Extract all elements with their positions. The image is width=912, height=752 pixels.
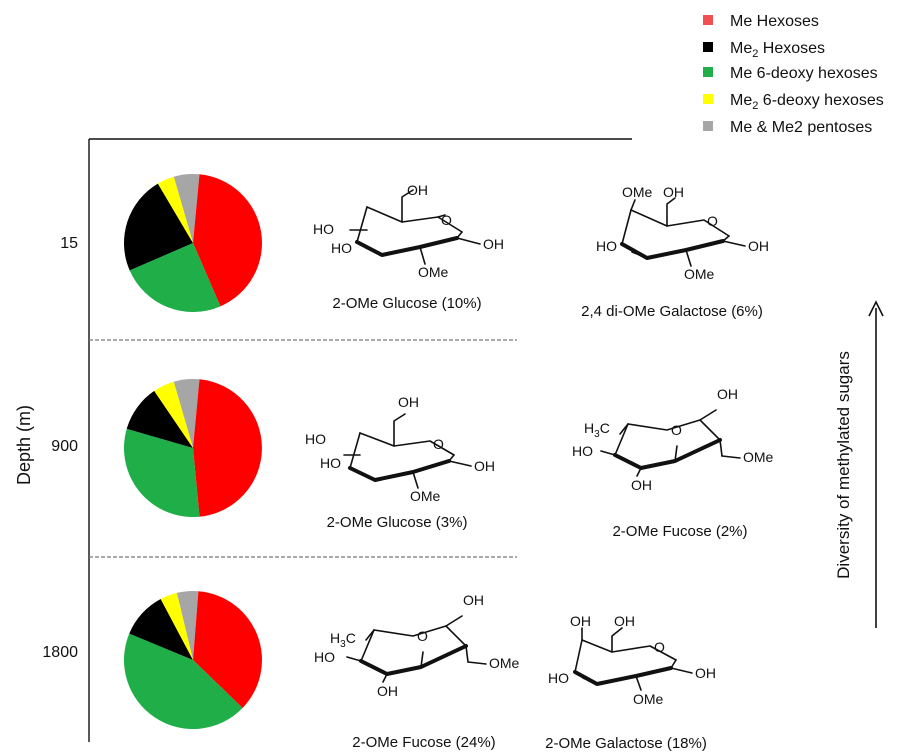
- atom-ring-o: O: [707, 213, 718, 229]
- pie-slice-me-hexoses: [193, 379, 262, 517]
- atom-ring-o: O: [441, 212, 452, 228]
- pie-slice-me2-hexoses: [129, 599, 193, 660]
- atom-oh-bottom: OH: [631, 477, 652, 493]
- atom-oh-right: OH: [483, 236, 504, 252]
- atom-oh-top: OH: [717, 386, 738, 402]
- atom-ho-1: HO: [305, 431, 326, 447]
- legend-swatch-pentoses: [703, 121, 713, 131]
- atom-ho-2: HO: [331, 240, 352, 256]
- atom-ome: OMe: [743, 449, 774, 465]
- legend-label-me-hexoses: Me Hexoses: [730, 13, 819, 30]
- atom-oh-right: OH: [474, 458, 495, 474]
- atom-ho: HO: [548, 670, 569, 686]
- structure-fucose-1800m: OH H3C O HO OH OMe 2-OMe Fucose (24%): [314, 592, 520, 751]
- caption-2-ome-fucose-24: 2-OMe Fucose (24%): [352, 734, 495, 751]
- caption-2-ome-galactose-18: 2-OMe Galactose (18%): [545, 735, 707, 752]
- legend-swatch-me-hexoses: [703, 15, 713, 25]
- pie-slice-me-6-deoxy-hexoses: [129, 243, 221, 313]
- atom-oh-top-1: OH: [570, 613, 591, 629]
- pie-slice-me-6-deoxy-hexoses: [123, 633, 243, 730]
- diversity-label: Diversity of methylated sugars: [834, 351, 853, 579]
- atom-ring-o: O: [433, 436, 444, 452]
- atom-oh-right: OH: [695, 665, 716, 681]
- y-axis-title: Depth (m): [14, 405, 34, 485]
- caption-2-ome-glucose-10: 2-OMe Glucose (10%): [332, 295, 481, 312]
- atom-oh-bottom: OH: [377, 683, 398, 699]
- pie-slice-me2-6-deoxy-hexoses: [157, 176, 193, 243]
- pie-slice-me-me2-pentoses: [176, 590, 199, 660]
- atom-oh-top: OH: [398, 394, 419, 410]
- depth-label-1800: 1800: [42, 644, 78, 661]
- pie-chart-900m: [124, 379, 262, 517]
- pie-slice-me-6-deoxy-hexoses: [124, 428, 200, 517]
- atom-oh-right: OH: [748, 238, 769, 254]
- atom-oh-top-2: OH: [614, 613, 635, 629]
- pie-slice-me-hexoses: [193, 591, 263, 709]
- caption-24-di-ome-galactose-6: 2,4 di-OMe Galactose (6%): [581, 303, 763, 320]
- depth-label-900: 900: [51, 438, 78, 455]
- legend-label-me2-hexoses: Me2 Hexoses: [730, 40, 825, 60]
- legend-swatch-me2-6deoxy: [703, 94, 713, 104]
- atom-ho: HO: [596, 238, 617, 254]
- atom-ring-o: O: [671, 422, 682, 438]
- atom-ome: OMe: [410, 488, 441, 504]
- atom-ho-1: HO: [313, 221, 334, 237]
- atom-ho-2: HO: [320, 455, 341, 471]
- pie-slice-me-me2-pentoses: [173, 379, 200, 448]
- structure-fucose-900m: OH H3C O HO OH OMe 2-OMe Fucose (2%): [572, 386, 774, 540]
- pie-slice-me-hexoses: [193, 174, 262, 307]
- legend: Me Hexoses Me2 Hexoses Me 6-deoxy hexose…: [703, 13, 884, 136]
- pie-chart-1800m: [123, 590, 263, 730]
- legend-label-pentoses: Me & Me2 pentoses: [730, 119, 872, 136]
- structure-galactose-15m: OMe OH HO O OH OMe 2,4 di-OMe Galactose …: [581, 184, 769, 320]
- atom-ho: HO: [314, 649, 335, 665]
- legend-swatch-me2-hexoses: [703, 42, 713, 52]
- legend-label-me-6deoxy: Me 6-deoxy hexoses: [730, 65, 878, 82]
- caption-2-ome-glucose-3: 2-OMe Glucose (3%): [327, 514, 468, 531]
- pie-slice-me2-hexoses: [126, 390, 193, 448]
- atom-ome: OMe: [418, 264, 449, 280]
- pie-slice-me2-hexoses: [123, 183, 193, 271]
- atom-oh-top: OH: [463, 592, 484, 608]
- depth-label-15: 15: [60, 235, 78, 252]
- atom-ome: OMe: [633, 691, 664, 707]
- caption-2-ome-fucose-2: 2-OMe Fucose (2%): [612, 523, 747, 540]
- atom-ome: OMe: [684, 266, 715, 282]
- diversity-arrow-head: [868, 300, 884, 317]
- structure-glucose-15m: OH HO HO O OH OMe 2-OMe Glucose (10%): [313, 182, 504, 312]
- atom-h3c: H3C: [330, 630, 356, 650]
- atom-ome-top: OMe: [622, 184, 653, 200]
- legend-label-me2-6deoxy: Me2 6-deoxy hexoses: [730, 92, 884, 112]
- atom-oh-top: OH: [407, 182, 428, 198]
- atom-ring-o: O: [654, 639, 665, 655]
- atom-h3c: H3C: [584, 420, 610, 440]
- pie-slice-me2-6-deoxy-hexoses: [154, 381, 193, 448]
- pie-chart-15m: [123, 174, 262, 313]
- pie-slice-me2-6-deoxy-hexoses: [160, 592, 193, 660]
- atom-ome: OMe: [489, 655, 520, 671]
- atom-ring-o: O: [417, 628, 428, 644]
- atom-oh-top: OH: [663, 184, 684, 200]
- structure-glucose-900m: OH HO HO O OH OMe 2-OMe Glucose (3%): [305, 394, 495, 531]
- pie-slice-me-me2-pentoses: [173, 174, 200, 243]
- atom-ho: HO: [572, 443, 593, 459]
- structure-galactose-1800m: OH OH HO O OH OMe 2-OMe Galactose (18%): [545, 613, 716, 752]
- legend-swatch-me-6deoxy: [703, 67, 713, 77]
